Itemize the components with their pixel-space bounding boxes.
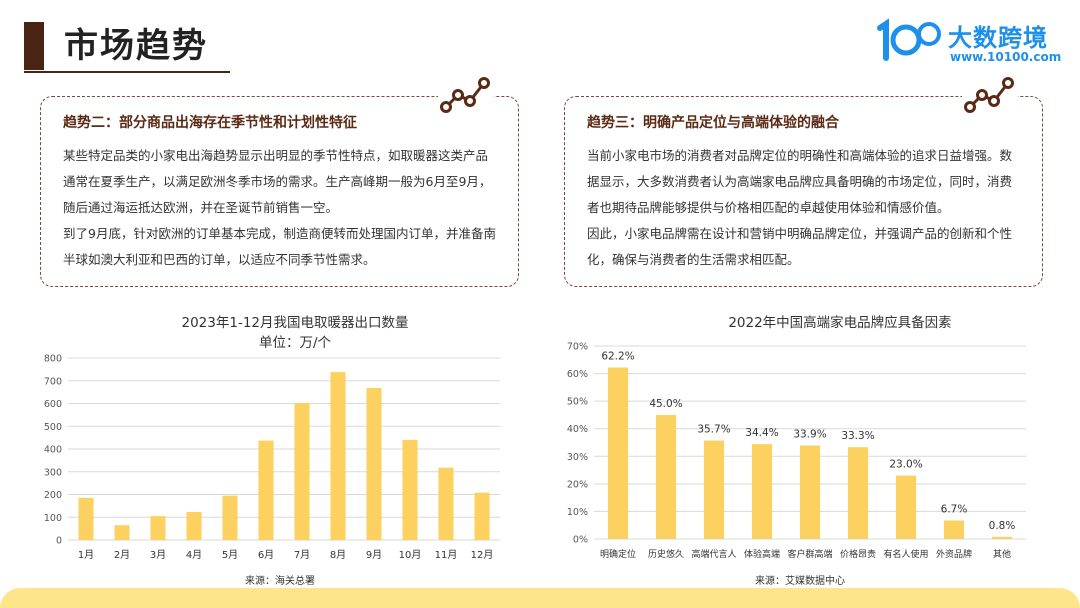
heater-x-tick-label: 11月 [435,549,458,561]
heater-y-tick-label: 500 [44,422,62,433]
heater-x-tick-label: 9月 [366,549,382,561]
trend-two-paragraph-2: 到了9月底，针对欧洲的订单基本完成，制造商便转而处理国内订单，并准备南半球如澳大… [63,226,496,267]
heater-bar [366,388,382,540]
premium-x-tick-label: 历史悠久 [648,548,684,560]
trend-three-paragraph-1: 当前小家电市场的消费者对品牌定位的明确性和高端体验的追求日益增强。数据显示，大多… [587,148,1013,215]
heater-bar [186,512,202,540]
heater-x-tick-label: 8月 [330,549,346,561]
premium-x-tick-label: 外资品牌 [936,548,972,560]
premium-bar [703,440,725,539]
trend-three-paragraph-2: 因此，小家电品牌需在设计和营销中明确品牌定位，并强调产品的创新和个性化，确保与消… [587,226,1013,267]
heater-x-tick-label: 4月 [186,549,202,561]
trend-two-body: 某些特定品类的小家电出海趋势显示出明显的季节性特点，如取暖器这类产品通常在夏季生… [63,143,496,273]
chart-premium-title: 2022年中国高端家电品牌应具备因素 [728,315,952,331]
heater-x-tick-label: 10月 [399,549,422,561]
trend-two-paragraph-1: 某些特定品类的小家电出海趋势显示出明显的季节性特点，如取暖器这类产品通常在夏季生… [63,148,492,215]
heater-y-tick-label: 300 [44,467,62,478]
heater-x-tick-label: 3月 [150,549,166,561]
chart-premium-factors: 0% 10% 20% 30% 40% 50% 60% 70% 明确定位 62.2% 历史悠久 45.0… [567,342,1026,560]
premium-bar [799,445,821,539]
premium-x-tick-label: 高端代言人 [691,548,736,560]
premium-x-tick-label: 体验高端 [744,548,780,560]
page-header: 市场趋势 [24,20,230,74]
heater-x-tick-label: 12月 [471,549,494,561]
heater-bar [258,440,274,540]
title-accent-bar [24,22,44,70]
heater-bar [294,403,310,540]
premium-data-label: 35.7% [697,424,730,436]
premium-bar [895,475,917,539]
title-underline [24,71,230,73]
premium-y-tick-label: 40% [567,424,588,435]
trend-line-icon [438,71,494,117]
premium-x-tick-label: 其他 [993,548,1011,560]
trend-two-card: 趋势二：部分商品出海存在季节性和计划性特征 某些特定品类的小家电出海趋势显示出明… [40,71,519,287]
premium-bar [655,414,677,539]
heater-bar [222,495,238,540]
trend-three-body: 当前小家电市场的消费者对品牌定位的明确性和高端体验的追求日益增强。数据显示，大多… [587,143,1020,273]
premium-data-label: 33.9% [793,429,826,441]
premium-data-label: 6.7% [941,504,968,516]
heater-y-tick-label: 600 [44,399,62,410]
premium-bar [751,444,773,539]
premium-y-tick-label: 70% [567,342,588,353]
trend-three-heading: 趋势三：明确产品定位与高端体验的融合 [587,115,839,131]
premium-data-label: 0.8% [989,520,1016,532]
premium-y-tick-label: 60% [567,369,588,380]
heater-y-tick-label: 700 [44,376,62,387]
premium-x-tick-label: 有名人使用 [883,548,928,560]
premium-x-tick-label: 客户群高端 [787,548,832,560]
chart-heater-subtitle: 单位：万/个 [258,335,332,351]
premium-bar [943,520,965,539]
footer-bar [0,588,1080,608]
trend-three-card: 趋势三：明确产品定位与高端体验的融合 当前小家电市场的消费者对品牌定位的明确性和… [564,71,1043,287]
brand-name: 大数跨境 [948,24,1048,52]
heater-y-tick-label: 100 [44,513,62,524]
heater-bar [78,497,94,540]
heater-bar [114,525,130,540]
heater-x-tick-label: 5月 [222,549,238,561]
heater-x-tick-label: 6月 [258,549,274,561]
heater-bar [438,467,454,540]
chart-heater-exports: 0 100 200 300 400 500 600 700 800 1月 2月 3月 4月 5月 6月 7月 8… [44,354,500,561]
chart-premium-source: 来源：艾媒数据中心 [755,576,845,587]
premium-y-tick-label: 30% [567,452,588,463]
premium-data-label: 23.0% [889,459,922,471]
brand-logo-icon [877,18,941,61]
premium-bar [991,536,1013,539]
premium-x-tick-label: 明确定位 [600,548,636,560]
heater-bar [150,516,166,540]
premium-y-tick-label: 10% [567,507,588,518]
heater-x-tick-label: 2月 [114,549,130,561]
heater-bar [474,492,490,540]
premium-data-label: 34.4% [745,427,778,439]
chart-heater-title: 2023年1-12月我国电取暖器出口数量 [181,315,409,331]
heater-y-tick-label: 400 [44,445,62,456]
premium-data-label: 62.2% [601,351,634,363]
premium-y-tick-label: 0% [573,535,588,546]
heater-bar [402,439,418,540]
chart-heater-source: 来源：海关总署 [245,576,315,587]
brand-logo: 大数跨境 www.10100.com [876,18,1062,68]
premium-bar [607,367,629,539]
premium-y-tick-label: 50% [567,397,588,408]
premium-y-tick-label: 20% [567,479,588,490]
premium-data-label: 45.0% [649,398,682,410]
premium-data-label: 33.3% [841,430,874,442]
heater-x-tick-label: 7月 [294,549,310,561]
heater-y-tick-label: 200 [44,490,62,501]
trend-two-heading: 趋势二：部分商品出海存在季节性和计划性特征 [63,115,357,131]
heater-y-tick-label: 800 [44,354,62,365]
premium-x-tick-label: 价格昂贵 [840,548,876,560]
page-title: 市场趋势 [64,26,208,66]
heater-bar [330,372,346,540]
trend-line-icon [962,71,1018,117]
brand-url: www.10100.com [950,50,1062,64]
heater-x-tick-label: 1月 [78,549,94,561]
heater-y-tick-label: 0 [56,536,62,547]
premium-bar [847,447,869,539]
